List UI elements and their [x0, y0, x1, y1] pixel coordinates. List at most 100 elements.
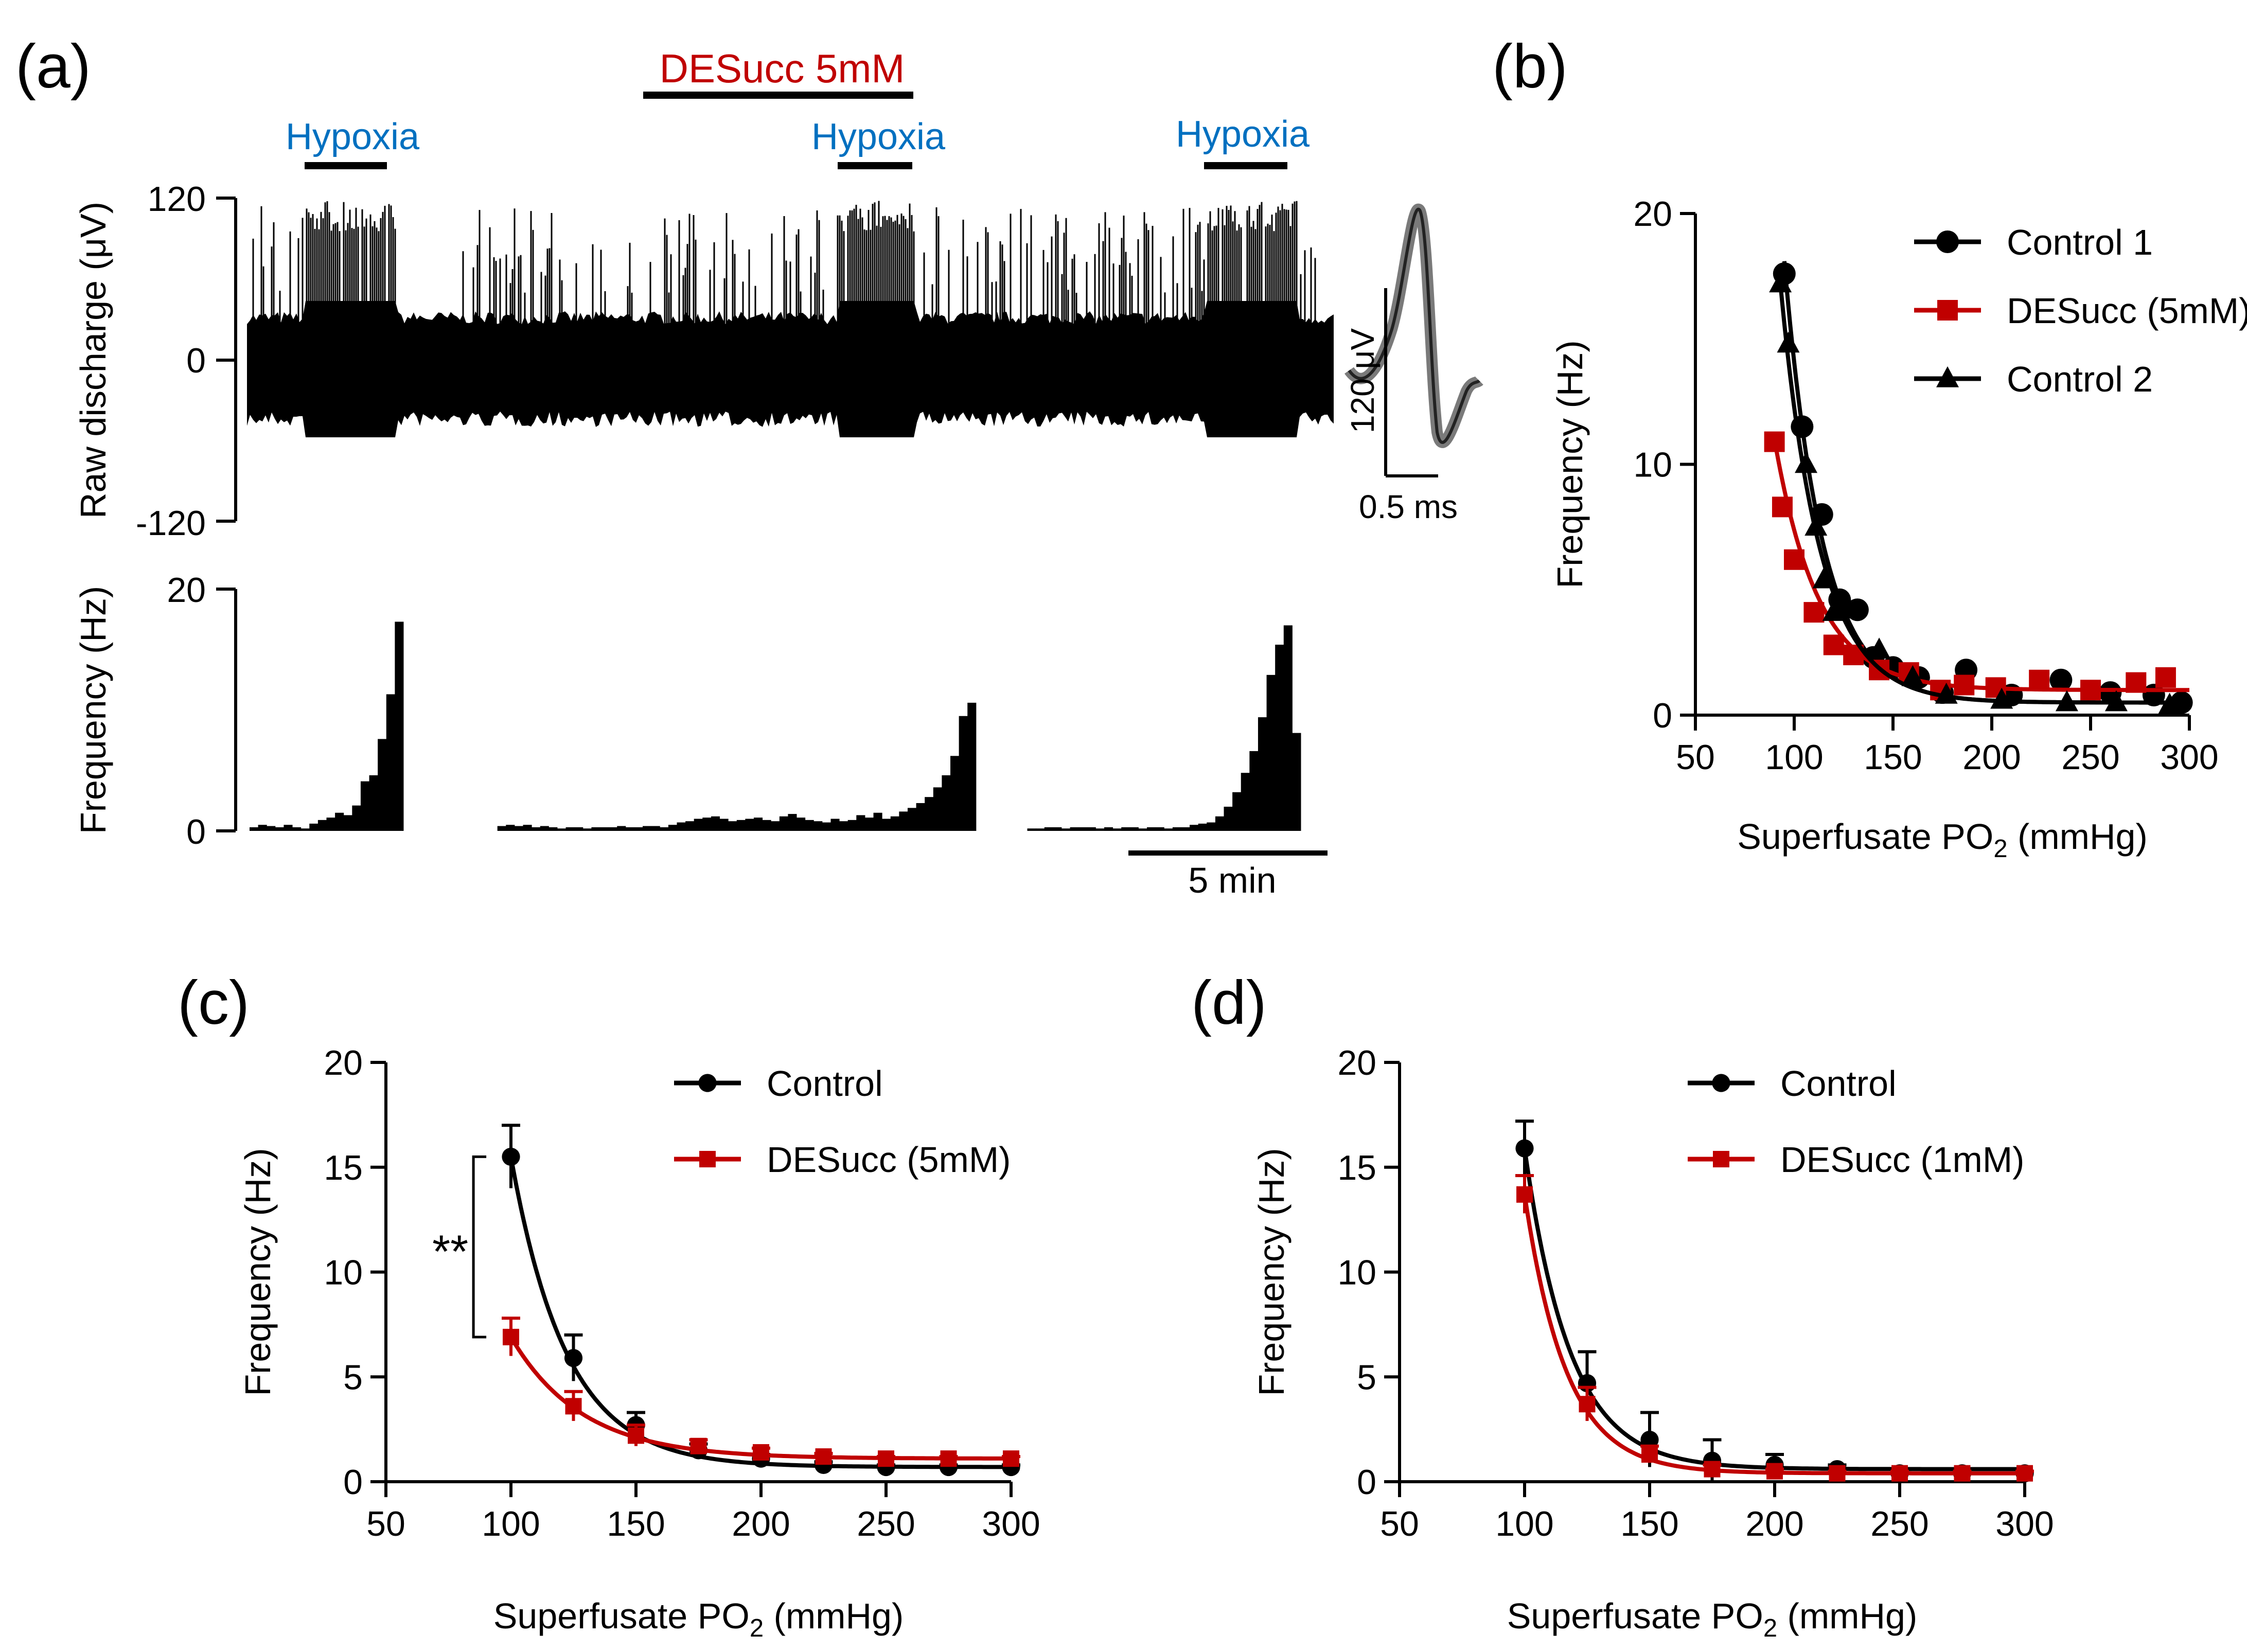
histogram-bar [668, 825, 677, 831]
histogram-bar [779, 816, 788, 831]
histogram-bar [651, 826, 660, 831]
x-tick-label: 50 [1676, 738, 1715, 777]
histogram-bar [343, 815, 352, 831]
y-axis-title: Frequency (Hz) [1251, 1148, 1291, 1396]
data-point-square [1891, 1465, 1908, 1482]
histogram-bar [386, 694, 395, 831]
x-tick-label: 250 [857, 1504, 915, 1543]
data-point-triangle [1868, 637, 1891, 659]
x-tick-label: 50 [1380, 1504, 1419, 1543]
x-tick-label: 150 [607, 1504, 665, 1543]
x-tick-label: 300 [2160, 738, 2218, 777]
histogram-bar [907, 808, 917, 831]
y-tick-label: 10 [1633, 446, 1672, 485]
x-tick-label: 200 [1745, 1504, 1803, 1543]
data-point-square [1937, 300, 1958, 321]
frequency-histogram [250, 621, 1301, 831]
histogram-bar [326, 818, 335, 831]
data-point-circle [1712, 1074, 1730, 1092]
data-point-triangle [2104, 690, 2128, 712]
panel-a-label: (a) [15, 32, 91, 101]
legend-label: DESucc (5mM) [2007, 291, 2247, 331]
histogram-bar [1036, 828, 1045, 831]
legend-label: Control 2 [2007, 359, 2153, 399]
histogram-bar [959, 716, 968, 831]
histogram-bar [574, 827, 583, 831]
legend-label: DESucc (1mM) [1780, 1140, 2024, 1180]
histogram-bar [1078, 827, 1088, 831]
histogram-bar [250, 827, 259, 831]
histogram-bar [797, 818, 806, 831]
spike-inset: 120 μV 0.5 ms [1344, 203, 1483, 525]
histogram-bar [694, 819, 703, 831]
x-tick-label: 100 [1765, 738, 1823, 777]
data-point-square [1784, 549, 1804, 570]
histogram-bar [369, 775, 378, 831]
data-point-circle [564, 1348, 583, 1367]
data-point-triangle [1812, 567, 1835, 589]
histogram-bar [1053, 827, 1062, 831]
y-tick-label: 20 [1633, 194, 1672, 234]
x-axis-title: Superfusate PO2 (mmHg) [1507, 1596, 1918, 1642]
histogram-bar [1207, 822, 1216, 831]
histogram-bar [309, 823, 319, 831]
data-point-square [1003, 1450, 1019, 1467]
histogram-bar [317, 820, 327, 831]
histogram-bar [600, 827, 609, 831]
data-point-triangle [1990, 687, 2013, 709]
histogram-bar [1266, 674, 1276, 831]
histogram-bar [788, 814, 797, 831]
histogram-bar [591, 827, 600, 831]
significance-bracket [472, 1155, 487, 1339]
data-point-triangle [1935, 683, 1958, 704]
panel-a: (a) DESucc 5mM Hypoxia Hypoxia Hypoxia R… [15, 32, 1483, 900]
x-tick-label: 250 [2061, 738, 2119, 777]
panel-d-label: (d) [1191, 968, 1267, 1037]
histogram-bar [950, 756, 960, 831]
drug-label: DESucc 5mM [660, 46, 905, 91]
x-tick-label: 150 [1864, 738, 1922, 777]
legend-label: Control 1 [2007, 222, 2153, 262]
data-point-triangle [1936, 366, 1959, 387]
y-tick-label: 10 [324, 1253, 363, 1292]
histogram-bar [1061, 828, 1071, 831]
histogram-bar [335, 812, 344, 831]
panel-c: (c) 50 100 150 200 250 300 0 5 10 15 20 Superfusate … [178, 968, 1040, 1642]
histogram-bar [1198, 823, 1207, 831]
x-tick-label: 250 [1870, 1504, 1928, 1543]
histogram-bar [378, 739, 387, 831]
y-tick-label: 20 [1337, 1043, 1376, 1082]
x-tick-label: 100 [1495, 1504, 1553, 1543]
histogram-bar [1258, 717, 1267, 831]
histogram-bar [1181, 827, 1190, 831]
y-axis-title: Frequency (Hz) [1550, 340, 1590, 588]
data-point-square [753, 1444, 769, 1461]
histogram-bar [1070, 827, 1079, 831]
x-tick-label: 100 [482, 1504, 540, 1543]
x-axis-title: Superfusate PO2 (mmHg) [493, 1596, 904, 1642]
a-freq-tick-label-0: 0 [186, 812, 206, 851]
histogram-bar [360, 781, 370, 831]
data-point-square [1954, 674, 1975, 696]
raw-y-label: Raw discharge (μV) [73, 202, 113, 519]
histogram-bar [1104, 827, 1113, 831]
panel-d: (d) 50 100 150 200 250 300 0 5 10 15 20 Superfusate … [1191, 968, 2054, 1642]
data-point-square [1829, 1465, 1846, 1482]
histogram-bar [916, 803, 925, 831]
x-tick-label: 300 [1995, 1504, 2054, 1543]
y-tick-label: 20 [324, 1043, 363, 1082]
histogram-bar [617, 826, 626, 831]
raw-tick-label-neg120: -120 [136, 504, 206, 543]
data-point-circle [1936, 230, 1959, 253]
data-point-circle [1515, 1139, 1534, 1158]
data-point-square [1713, 1151, 1729, 1167]
histogram-bar [643, 826, 652, 831]
data-point-triangle [2158, 692, 2181, 714]
y-tick-label: 0 [1653, 696, 1672, 735]
histogram-bar [967, 702, 977, 831]
legend-label: Control [1780, 1063, 1897, 1104]
histogram-bar [634, 827, 643, 831]
x-tick-label: 50 [366, 1504, 405, 1543]
histogram-bar [711, 816, 720, 831]
histogram-bar [864, 818, 874, 831]
